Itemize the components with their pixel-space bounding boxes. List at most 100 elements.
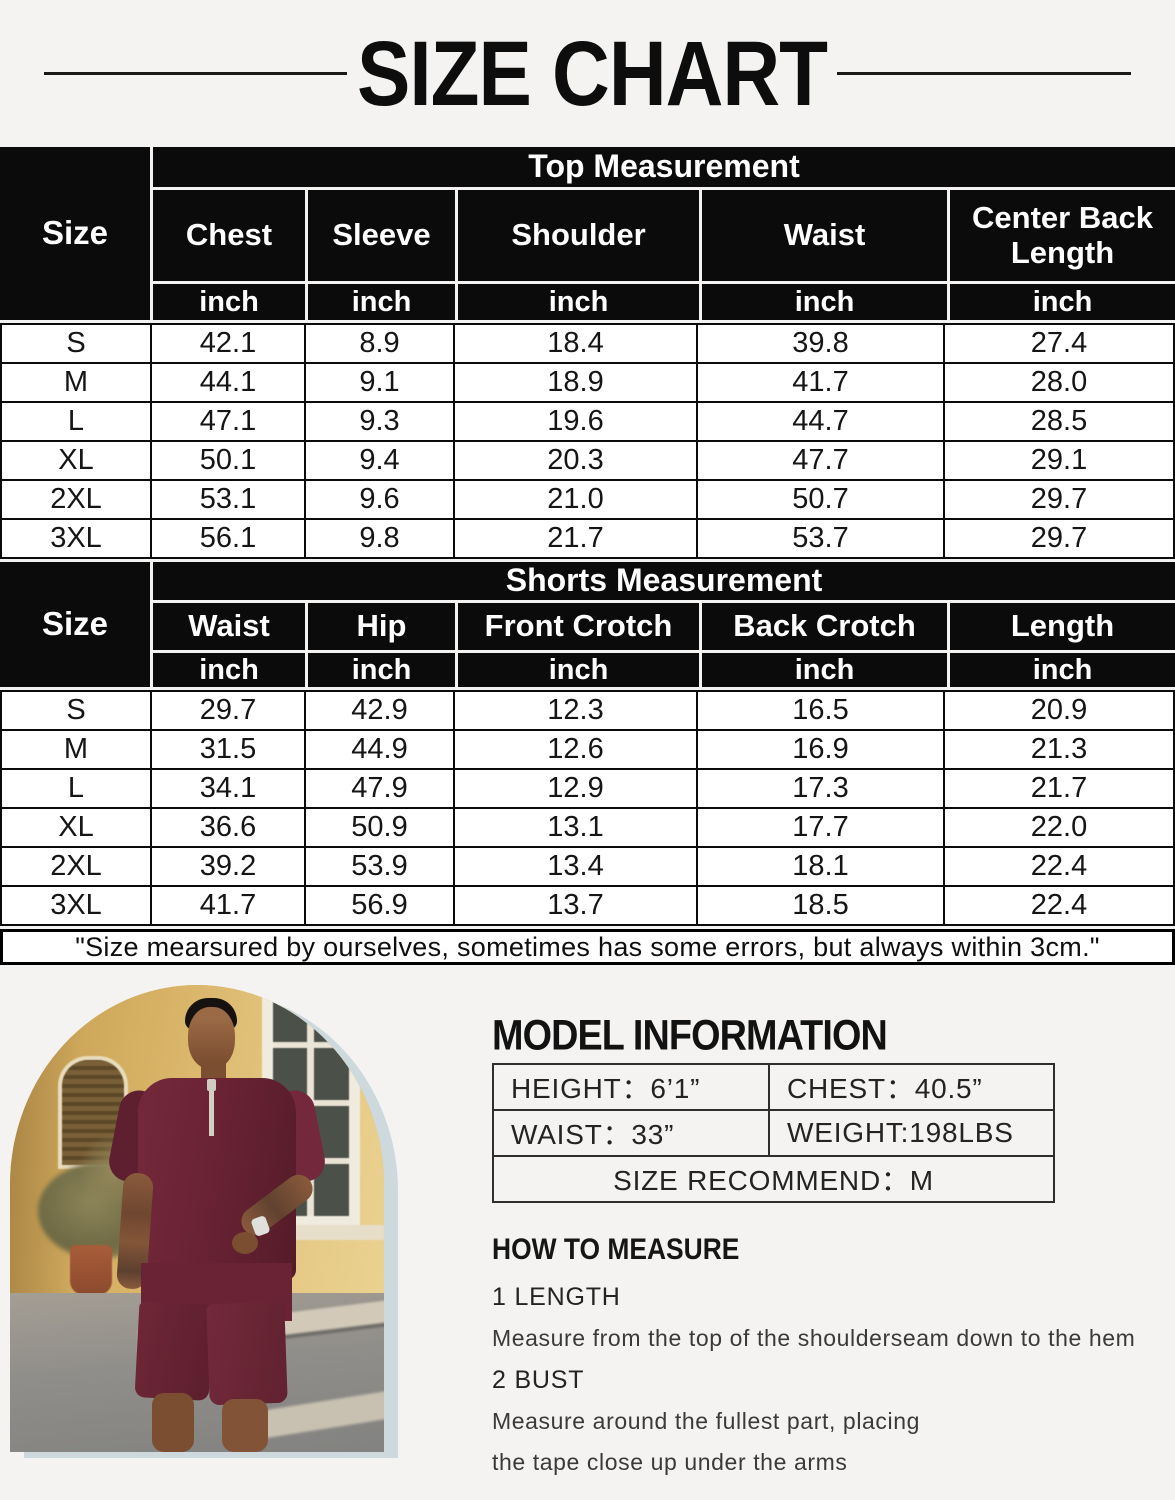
measurement-cell: 44.7 [698,403,943,440]
size-cell: 3XL [2,887,150,924]
model-info-title: MODEL INFORMATION [492,1010,888,1059]
measurement-cell: 41.7 [152,887,304,924]
page-title: SIZE CHART [357,21,828,125]
measurement-cell: 29.1 [945,442,1173,479]
unit-cell: inch [702,284,947,320]
unit-cell: inch [458,653,699,687]
measurement-cell: 28.0 [945,364,1173,401]
measurement-cell: 9.6 [306,481,453,518]
measurement-cell: 36.6 [152,809,304,846]
measurement-cell: 13.7 [455,887,696,924]
measurement-cell: 50.7 [698,481,943,518]
step-desc: Measure from the top of the shoulderseam… [492,1325,1136,1351]
size-cell: 2XL [2,848,150,885]
measurement-cell: 56.9 [306,887,453,924]
title-rule-left [44,72,347,75]
measurement-cell: 22.0 [945,809,1173,846]
title-rule-right [837,72,1131,75]
size-cell: S [2,692,150,729]
measurement-cell: 9.8 [306,520,453,557]
column-header-length: Length [950,603,1175,650]
shorts-measurement-table: Size Shorts Measurement Waist Hip Front … [0,562,1175,926]
size-cell: XL [2,442,150,479]
size-cell: L [2,770,150,807]
unit-cell: inch [950,653,1175,687]
measurement-cell: 29.7 [945,481,1173,518]
shorts-leg-left [134,1301,214,1401]
size-cell: M [2,364,150,401]
measurement-cell: 20.3 [455,442,696,479]
unit-cell: inch [702,653,947,687]
top-group-header: Top Measurement [153,147,1175,187]
column-header-shoulder: Shoulder [458,190,699,281]
model-info-table: HEIGHT：6’1” CHEST：40.5” WAIST：33” WEIGHT… [492,1063,1055,1203]
measurement-cell: 17.3 [698,770,943,807]
zipper-pull [207,1079,216,1091]
top-measurement-table: Size Top Measurement Chest Sleeve Should… [0,147,1175,559]
measurement-cell: 19.6 [455,403,696,440]
measurement-cell: 39.2 [152,848,304,885]
measurement-cell: 21.3 [945,731,1173,768]
measurement-cell: 50.9 [306,809,453,846]
model-height: HEIGHT：6’1” [494,1065,768,1109]
unit-cell: inch [950,284,1175,320]
size-column-header: Size [0,147,150,320]
shorts-table-header: Size Shorts Measurement Waist Hip Front … [0,562,1175,687]
hand-in-pocket [232,1232,258,1254]
measurement-cell: 18.9 [455,364,696,401]
how-to-measure-title: HOW TO MEASURE [492,1233,740,1266]
column-header-waist: Waist [153,603,305,650]
column-header-center-back-length: Center Back Length [950,190,1175,281]
measurement-cell: 44.1 [152,364,304,401]
model-photo [10,985,384,1452]
measurement-cell: 47.7 [698,442,943,479]
column-header-hip: Hip [308,603,455,650]
measurement-cell: 9.3 [306,403,453,440]
shorts-table-body: S 29.7 42.9 12.3 16.5 20.9 M 31.5 44.9 12.6 16.9 21… [0,690,1175,926]
unit-cell: inch [153,284,305,320]
step-desc: the tape close up under the arms [492,1449,848,1475]
step-label-length: 1 LENGTH [492,1283,621,1311]
measurement-cell: 18.5 [698,887,943,924]
measurement-cell: 20.9 [945,692,1173,729]
shorts-group-header: Shorts Measurement [153,562,1175,600]
size-cell: XL [2,809,150,846]
unit-cell: inch [308,284,455,320]
top-table-header: Size Top Measurement Chest Sleeve Should… [0,147,1175,320]
model-waist: WAIST：33” [494,1111,768,1155]
maroon-zip-shirt [138,1078,296,1280]
how-to-measure: HOW TO MEASURE 1 LENGTH Measure from the… [492,1233,1136,1490]
measurement-cell: 22.4 [945,887,1173,924]
model-chest: CHEST：40.5” [770,1065,1053,1109]
size-cell: M [2,731,150,768]
unit-cell: inch [308,653,455,687]
model-head [188,1007,235,1069]
disclaimer-bar: "Size mearsured by ourselves, sometimes … [0,929,1175,965]
measurement-cell: 47.9 [306,770,453,807]
measurement-cell: 18.4 [455,325,696,362]
top-table-body: S 42.1 8.9 18.4 39.8 27.4 M 44.1 9.1 18.9 41.7 28.0… [0,323,1175,559]
measurement-cell: 9.4 [306,442,453,479]
measurement-cell: 47.1 [152,403,304,440]
size-cell: S [2,325,150,362]
measurement-cell: 13.1 [455,809,696,846]
measurement-cell: 9.1 [306,364,453,401]
size-cell: L [2,403,150,440]
unit-cell: inch [153,653,305,687]
measurement-cell: 22.4 [945,848,1173,885]
zipper-placket [209,1082,214,1136]
measurement-cell: 27.4 [945,325,1173,362]
size-column-header: Size [0,562,150,687]
column-header-back-crotch: Back Crotch [702,603,947,650]
measurement-cell: 16.5 [698,692,943,729]
measurement-cell: 34.1 [152,770,304,807]
model-leg-left [152,1393,194,1452]
step-desc: Measure around the fullest part, placing [492,1408,921,1434]
model-weight: WEIGHT:198LBS [770,1111,1053,1155]
measurement-cell: 13.4 [455,848,696,885]
measurement-cell: 53.7 [698,520,943,557]
measurement-cell: 16.9 [698,731,943,768]
measurement-cell: 44.9 [306,731,453,768]
measurement-cell: 21.7 [455,520,696,557]
